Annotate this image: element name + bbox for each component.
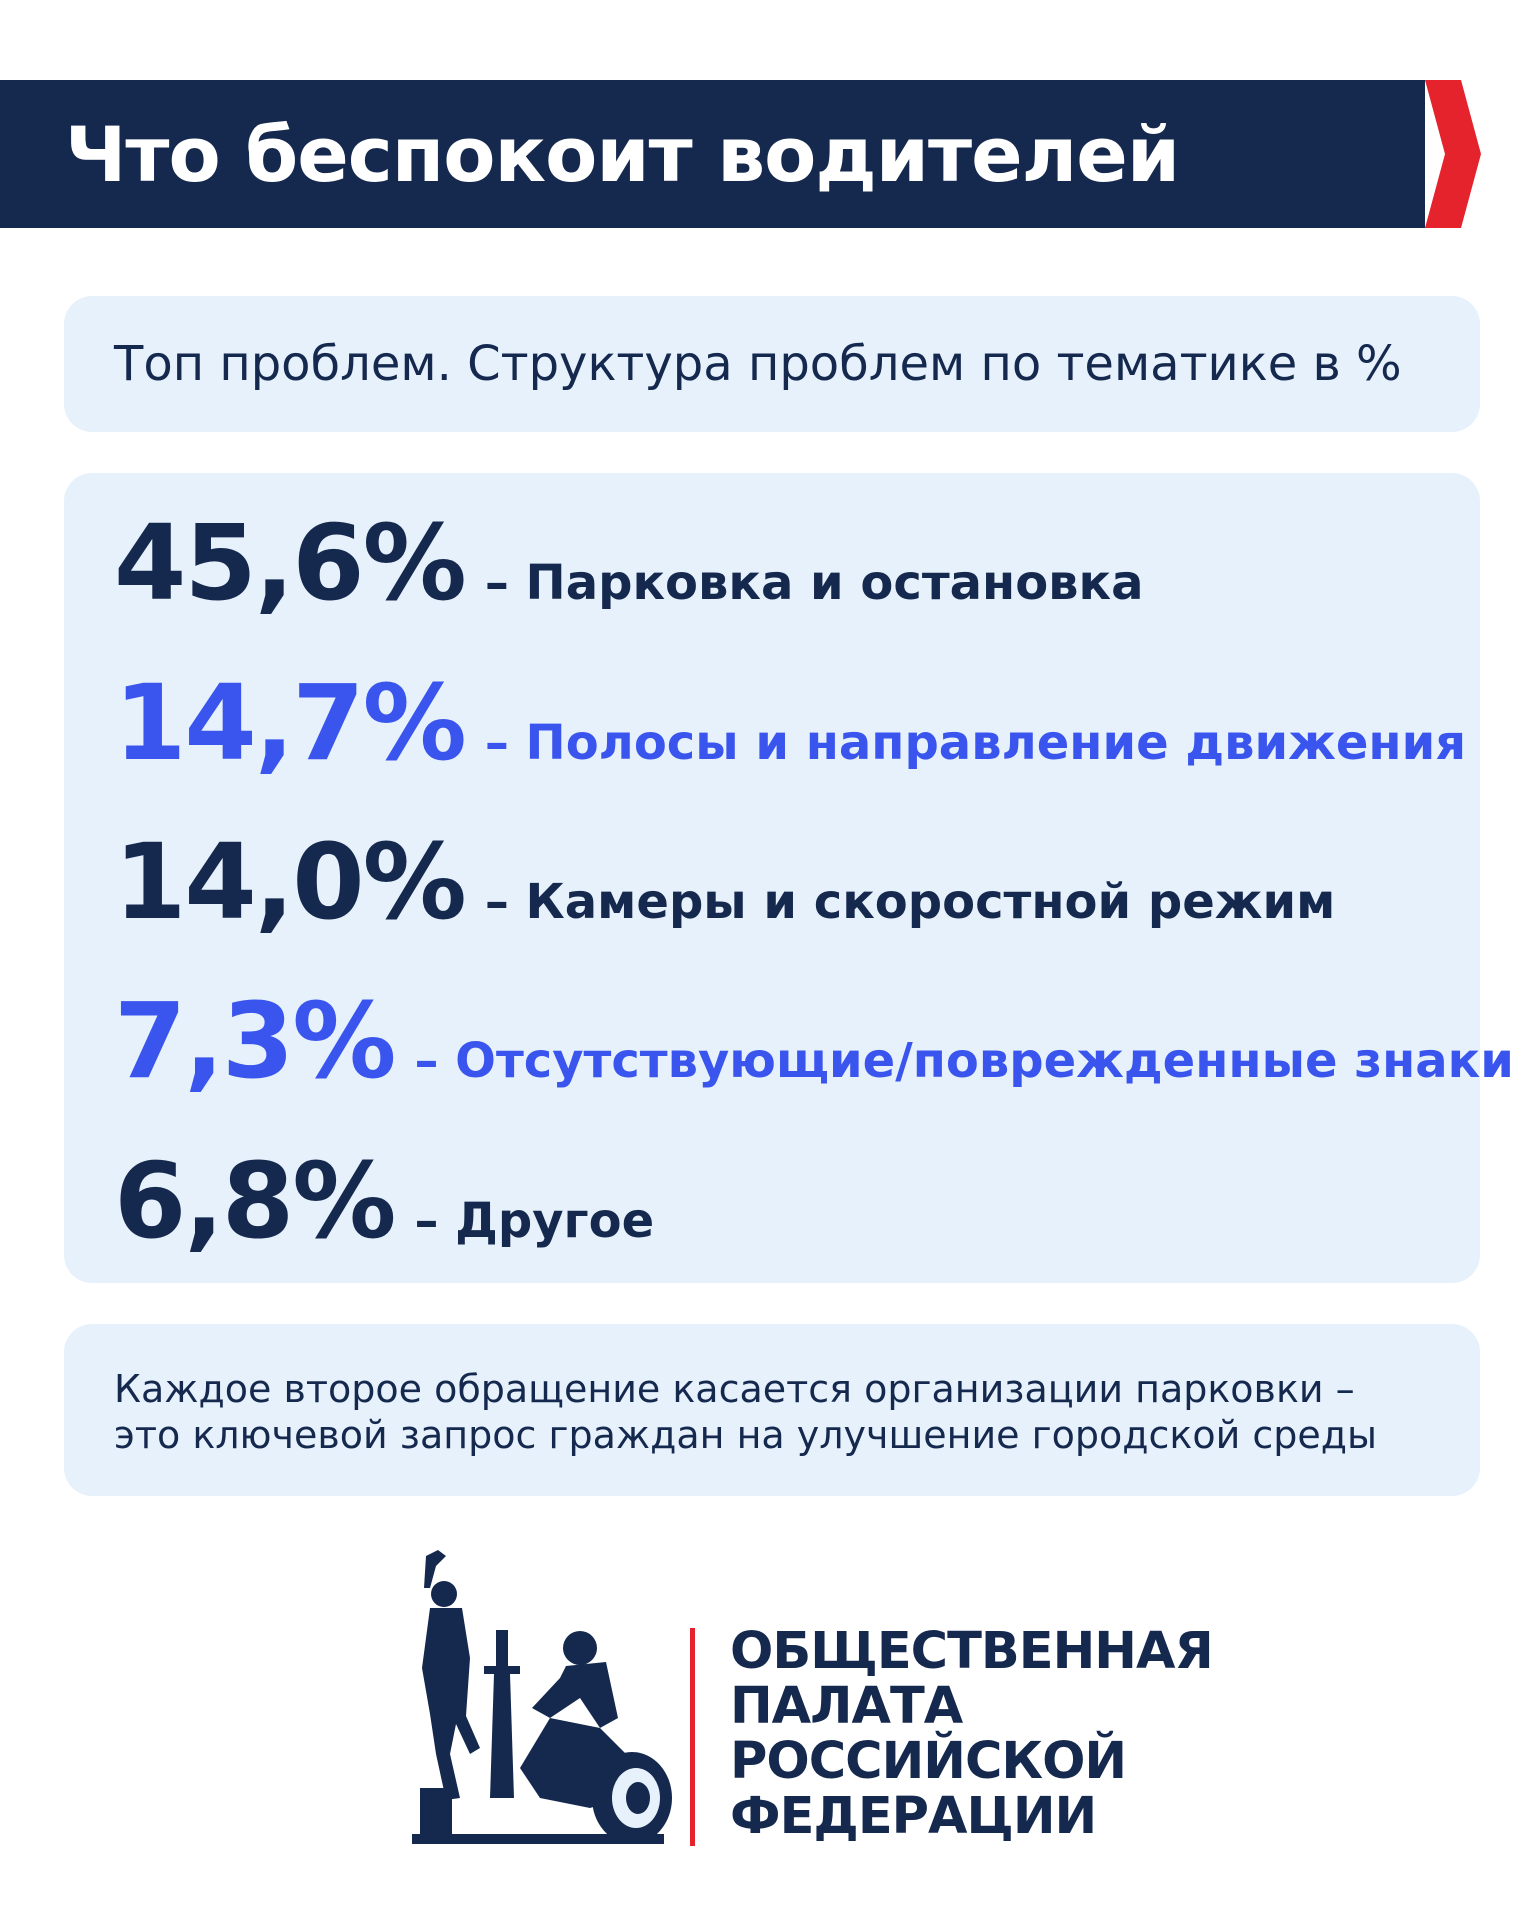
stat-value: 14,0% [114,821,467,943]
page-title: Что беспокоит водителей [65,109,1180,199]
logo-line: ОБЩЕСТВЕННАЯ [730,1622,1214,1681]
stat-label: – Камеры и скоростной режим [484,874,1336,930]
stat-value: 45,6% [114,502,467,624]
logo-divider [690,1628,695,1846]
chevron-right-icon [1425,80,1481,228]
logo-wordmark: ОБЩЕСТВЕННАЯ ПАЛАТА РОССИЙСКОЙ ФЕДЕРАЦИИ [730,1622,1214,1846]
subtitle: Топ проблем. Структура проблем по темати… [114,336,1402,392]
note-line: это ключевой запрос граждан на улучшение… [114,1413,1378,1457]
note-line: Каждое второе обращение касается организ… [114,1367,1355,1411]
stat-row-signs: 7,3% – Отсутствующие/поврежденные знаки [114,989,1514,1093]
note-text: Каждое второе обращение касается организ… [114,1366,1444,1458]
stats-panel: 45,6% – Парковка и остановка 14,7% – Пол… [64,473,1514,1283]
note-panel: Каждое второе обращение касается организ… [64,1324,1480,1496]
stat-value: 7,3% [114,980,396,1102]
header-banner: Что беспокоит водителей [0,80,1425,228]
stat-label: – Отсутствующие/поврежденные знаки [414,1033,1514,1089]
monument-emblem-icon [412,1550,672,1844]
stat-value: 6,8% [114,1140,396,1262]
subtitle-panel: Топ проблем. Структура проблем по темати… [64,296,1480,432]
stat-row-parking: 45,6% – Парковка и остановка [114,511,1144,615]
logo-line: ПАЛАТА [730,1677,963,1736]
stat-value: 14,7% [114,662,467,784]
stat-row-cameras: 14,0% – Камеры и скоростной режим [114,830,1335,934]
logo-line: РОССИЙСКОЙ [730,1732,1127,1791]
stat-row-lanes: 14,7% – Полосы и направление движения [114,671,1466,775]
stat-label: – Другое [414,1193,655,1249]
stat-label: – Парковка и остановка [484,555,1144,611]
stat-label: – Полосы и направление движения [484,715,1467,771]
logo-line: ФЕДЕРАЦИИ [730,1787,1097,1846]
stat-row-other: 6,8% – Другое [114,1149,654,1253]
